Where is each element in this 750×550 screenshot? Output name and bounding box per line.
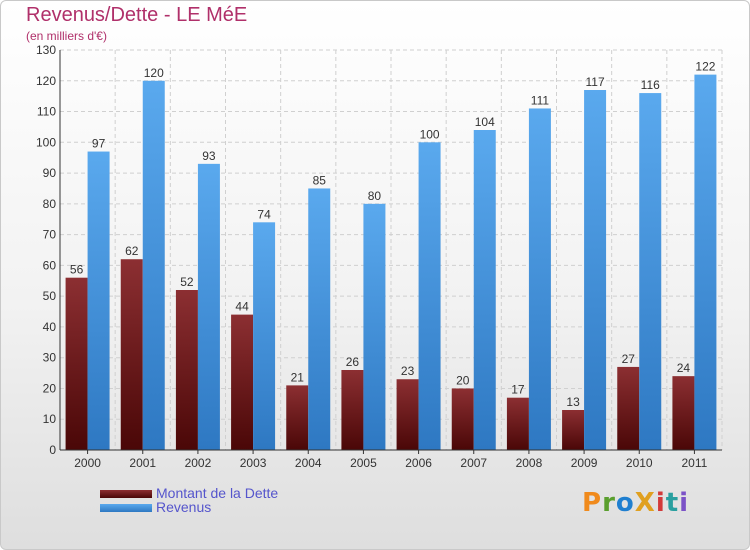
revenue-data-label: 111: [531, 93, 550, 107]
revenue-bar: [584, 90, 607, 450]
debt-bar: [286, 385, 309, 450]
y-tick-label: 130: [36, 43, 56, 57]
y-tick-label: 40: [43, 320, 57, 334]
chart-title: Revenus/Dette - LE MéE: [26, 4, 248, 26]
y-tick-label: 30: [43, 351, 57, 365]
revenue-data-label: 80: [368, 189, 382, 203]
y-tick-label: 80: [43, 197, 57, 211]
debt-data-label: 20: [456, 373, 470, 387]
x-tick-label: 2010: [626, 456, 653, 470]
legend-swatch-debt: [100, 490, 152, 498]
debt-bar: [506, 397, 529, 450]
debt-bar: [231, 314, 254, 450]
x-tick-label: 2000: [74, 456, 101, 470]
x-tick-label: 2009: [571, 456, 598, 470]
debt-data-label: 13: [566, 395, 580, 409]
x-tick-label: 2004: [295, 456, 322, 470]
revenue-data-label: 104: [475, 115, 495, 129]
revenue-bar: [639, 93, 662, 451]
legend-label-debt: Montant de la Dette: [156, 485, 279, 501]
revenue-bar: [87, 151, 110, 451]
revenue-data-label: 116: [641, 78, 660, 92]
debt-data-label: 24: [677, 361, 691, 375]
y-tick-label: 60: [43, 258, 57, 272]
revenue-data-label: 93: [202, 149, 216, 163]
revenue-bar: [197, 163, 220, 450]
y-tick-label: 10: [43, 412, 57, 426]
debt-bar: [396, 379, 419, 450]
revenue-bar: [473, 130, 496, 450]
debt-data-label: 52: [180, 275, 194, 289]
revenue-bar: [142, 80, 165, 451]
debt-data-label: 21: [291, 370, 305, 384]
debt-bar: [175, 290, 198, 450]
x-tick-label: 2008: [516, 456, 543, 470]
debt-bar: [617, 366, 640, 450]
axes: 0 10 20 30 40 50 60 70 80 90 100 110 120 130 2000 2001 2…: [36, 43, 722, 470]
revenue-data-label: 117: [586, 75, 605, 89]
revenue-bar: [363, 203, 386, 450]
legend-label-revenue: Revenus: [156, 499, 212, 515]
y-tick-label: 70: [43, 228, 57, 242]
debt-bar: [562, 410, 585, 450]
x-tick-label: 2005: [350, 456, 377, 470]
debt-bar: [451, 388, 474, 450]
revenue-bar: [694, 74, 717, 450]
revenue-bar: [528, 108, 551, 450]
revenue-bar: [418, 142, 441, 451]
x-tick-label: 2011: [682, 456, 708, 470]
bars: 56 97 62 120 52 93 44 74 21 85 26 80 23 100 20 104 17 111…: [65, 60, 717, 451]
debt-data-label: 44: [235, 300, 249, 314]
debt-data-label: 17: [511, 383, 525, 397]
legend-swatch-revenue: [100, 504, 152, 512]
x-tick-label: 2006: [405, 456, 432, 470]
revenue-data-label: 120: [144, 66, 164, 80]
y-tick-label: 100: [36, 135, 56, 149]
debt-data-label: 62: [125, 244, 139, 258]
y-tick-label: 120: [36, 74, 56, 88]
debt-data-label: 23: [401, 364, 415, 378]
revenue-data-label: 74: [257, 207, 271, 221]
debt-bar: [341, 370, 364, 450]
revenue-data-label: 122: [695, 60, 715, 74]
y-tick-label: 20: [43, 381, 57, 395]
debt-bar: [65, 277, 88, 450]
x-tick-label: 2002: [185, 456, 212, 470]
y-tick-label: 0: [49, 443, 56, 457]
chart-subtitle: (en milliers d'€): [26, 29, 107, 43]
revenue-bar: [253, 222, 276, 450]
x-tick-label: 2007: [460, 456, 487, 470]
revenue-data-label: 97: [92, 137, 106, 151]
x-tick-label: 2003: [240, 456, 267, 470]
proxiti-logo: ProXiti: [582, 488, 690, 518]
y-tick-label: 50: [43, 289, 57, 303]
debt-bar: [120, 259, 143, 450]
debt-data-label: 27: [622, 352, 636, 366]
revenue-bar: [308, 188, 331, 450]
debt-data-label: 56: [70, 263, 84, 277]
y-tick-label: 90: [43, 166, 57, 180]
y-tick-label: 110: [37, 105, 56, 119]
debt-data-label: 26: [346, 355, 360, 369]
revenue-data-label: 100: [420, 127, 440, 141]
debt-bar: [672, 376, 695, 450]
x-tick-label: 2001: [129, 456, 156, 470]
revenue-data-label: 85: [313, 173, 327, 187]
